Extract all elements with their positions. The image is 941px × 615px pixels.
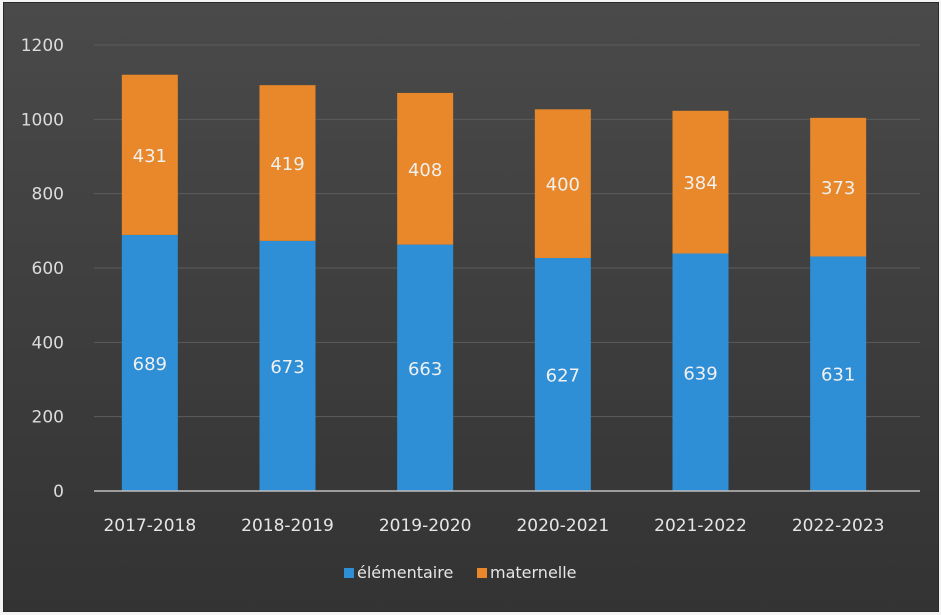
bar-elementaire <box>397 244 454 491</box>
stacked-bar-chart: 0 200 400 600 800 1000 1200 689 431 673 419 663 408… <box>21 36 920 582</box>
legend-label: élémentaire <box>357 563 453 582</box>
bar-elementaire <box>672 253 729 491</box>
y-tick-label: 800 <box>32 185 64 205</box>
bars: 689 431 673 419 663 408 627 400 639 384 631 373 <box>121 74 867 491</box>
y-axis: 0 200 400 600 800 1000 1200 <box>21 36 64 502</box>
data-label: 373 <box>821 178 855 199</box>
bar-elementaire <box>810 256 867 491</box>
legend-swatch <box>477 568 487 578</box>
bar-maternelle <box>810 117 867 257</box>
data-label: 673 <box>270 357 304 378</box>
bar-elementaire <box>121 234 178 491</box>
legend: élémentaire maternelle <box>344 563 577 582</box>
data-label: 627 <box>546 365 580 386</box>
data-label: 689 <box>133 354 167 375</box>
legend-label: maternelle <box>490 563 577 582</box>
x-axis: 2017-2018 2018-2019 2019-2020 2020-2021 2021… <box>94 490 920 536</box>
y-tick-label: 400 <box>32 333 64 353</box>
bar-maternelle <box>259 85 316 241</box>
grid-lines <box>94 44 920 418</box>
bar-maternelle <box>397 92 454 245</box>
bar-elementaire <box>259 240 316 491</box>
x-tick-label: 2020-2021 <box>516 516 609 536</box>
x-tick-label: 2021-2022 <box>654 516 747 536</box>
data-label: 631 <box>821 365 855 386</box>
bar-maternelle <box>534 109 591 258</box>
legend-swatch <box>344 568 354 578</box>
data-label: 408 <box>408 160 442 181</box>
x-tick-label: 2022-2023 <box>792 516 885 536</box>
bar-elementaire <box>534 257 591 491</box>
y-tick-label: 1000 <box>21 110 64 130</box>
data-label: 419 <box>270 154 304 175</box>
x-tick-label: 2018-2019 <box>241 516 334 536</box>
y-tick-label: 1200 <box>21 36 64 56</box>
data-label: 639 <box>683 363 717 384</box>
x-tick-label: 2019-2020 <box>379 516 472 536</box>
bar-maternelle <box>121 74 178 235</box>
x-tick-label: 2017-2018 <box>103 516 196 536</box>
y-tick-label: 600 <box>32 259 64 279</box>
y-tick-label: 0 <box>53 482 64 502</box>
y-tick-label: 200 <box>32 408 64 428</box>
data-label: 431 <box>133 146 167 167</box>
chart-frame: 0 200 400 600 800 1000 1200 689 431 673 419 663 408… <box>3 2 939 612</box>
bar-maternelle <box>672 110 729 254</box>
data-label: 384 <box>683 173 717 194</box>
data-label: 663 <box>408 359 442 380</box>
data-label: 400 <box>546 175 580 196</box>
